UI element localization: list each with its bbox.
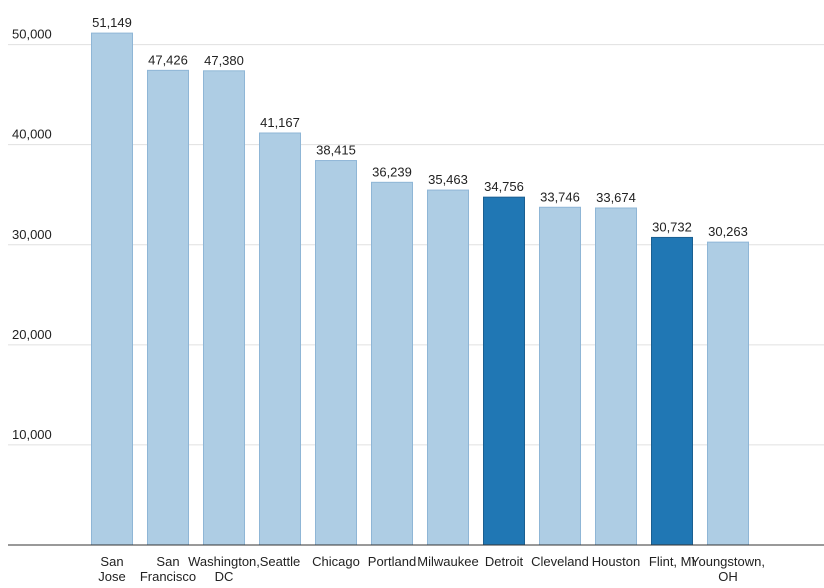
data-label: 47,426 [148,52,188,67]
bar [595,207,637,546]
x-tick-label: Cleveland [531,554,589,569]
x-tick-label: Seattle [260,554,300,569]
bar [147,69,189,546]
bar [483,196,525,546]
data-label: 47,380 [204,53,244,68]
x-tick-label: Portland [368,554,416,569]
data-label: 30,732 [652,219,692,234]
data-label: 41,167 [260,115,300,130]
x-tick-label: Detroit [485,554,524,569]
x-tick-label: Houston [592,554,640,569]
y-tick-label: 50,000 [12,27,52,42]
bar [259,132,301,546]
data-label: 34,756 [484,179,524,194]
y-tick-label: 10,000 [12,427,52,442]
bar [427,189,469,546]
bar [203,70,245,546]
data-label: 35,463 [428,172,468,187]
x-tick-label: Youngstown, OH [691,554,765,584]
data-label: 33,746 [540,189,580,204]
y-tick-label: 40,000 [12,127,52,142]
x-tick-label: Washington, DC [188,554,260,584]
data-label: 38,415 [316,143,356,158]
bar [651,236,693,546]
x-tick-label: Chicago [312,554,360,569]
bar [91,32,133,546]
data-label: 33,674 [596,190,636,205]
y-axis-ticks: 10,000 20,000 30,000 40,000 50,000 [12,27,52,442]
x-tick-label: Flint, MI [649,554,695,569]
x-tick-label: San Francisco [140,554,196,584]
x-tick-label: Milwaukee [417,554,478,569]
bar [371,181,413,546]
value-labels: 51,149 47,426 47,380 41,167 38,415 36,239 35,4… [92,15,748,239]
y-tick-label: 30,000 [12,227,52,242]
x-tick-label: San Jose [98,554,125,584]
bar [315,160,357,546]
bar [539,206,581,546]
data-label: 51,149 [92,15,132,30]
bar [707,241,749,546]
data-label: 30,263 [708,224,748,239]
y-tick-label: 20,000 [12,327,52,342]
data-label: 36,239 [372,164,412,179]
bars [91,32,749,546]
